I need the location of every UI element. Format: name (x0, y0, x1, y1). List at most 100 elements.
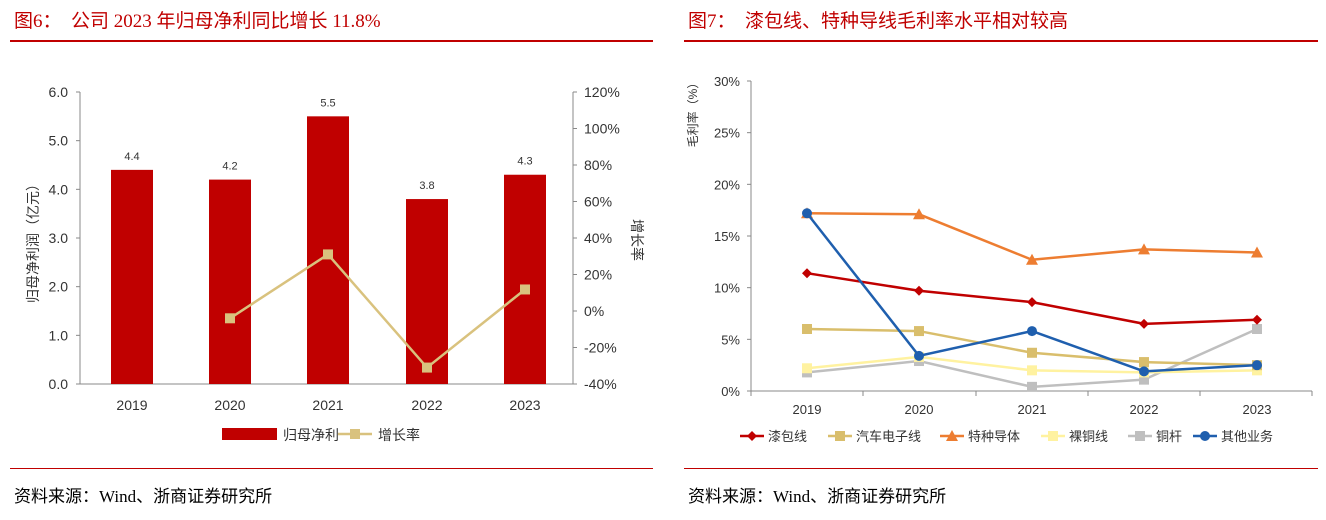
growth-marker (323, 249, 333, 260)
x-tick-label: 2019 (116, 397, 147, 413)
y-tick-label: 0% (721, 384, 740, 399)
bar-data-label: 5.5 (320, 97, 335, 109)
series-marker-4 (1027, 381, 1037, 392)
legend-label: 裸铜线 (1069, 429, 1108, 444)
x-tick-label: 2021 (312, 397, 343, 413)
legend-label: 归母净利 (283, 427, 339, 443)
left-title-rule (10, 40, 653, 42)
y-tick-label: 4.0 (49, 181, 69, 197)
x-tick-label: 2021 (1018, 402, 1047, 417)
series-marker-5 (1027, 326, 1037, 337)
bar-2023 (504, 174, 546, 384)
growth-marker (520, 284, 530, 295)
bar-data-label: 4.2 (222, 161, 237, 173)
legend-label: 其他业务 (1221, 429, 1273, 444)
legend-marker (747, 431, 757, 441)
x-tick-label: 2022 (1130, 402, 1159, 417)
y-tick-label: 25% (714, 126, 740, 141)
series-marker-0 (1027, 297, 1037, 308)
series-marker-4 (1252, 324, 1262, 334)
legend-marker (835, 431, 845, 441)
series-marker-5 (1252, 360, 1262, 371)
series-marker-0 (802, 268, 812, 279)
series-marker-0 (1139, 318, 1149, 329)
series-line-2 (806, 212, 1258, 262)
legend-bar-swatch (222, 428, 277, 440)
y-tick-label: 10% (714, 281, 740, 296)
series-marker-5 (802, 208, 812, 219)
y2-tick-label: 60% (584, 194, 612, 210)
series-marker-5 (1139, 366, 1149, 377)
legend-label: 汽车电子线 (856, 429, 921, 444)
series-marker-3 (802, 363, 812, 374)
y-tick-label: 3.0 (49, 230, 69, 246)
y2-tick-label: 80% (584, 157, 612, 173)
series-marker-0 (1252, 314, 1262, 325)
series-line-4 (806, 327, 1258, 389)
y2-tick-label: 20% (584, 267, 612, 283)
series-marker-3 (1252, 365, 1262, 376)
y-tick-label: 30% (714, 74, 740, 89)
series-marker-1 (802, 324, 812, 334)
legend-label: 特种导体 (968, 429, 1020, 444)
series-marker-2 (1251, 246, 1263, 258)
legend-marker (1135, 431, 1145, 441)
y2-tick-label: 0% (584, 303, 604, 319)
bar-data-label: 4.4 (124, 151, 139, 163)
y-axis-label: 归母净利润（亿元） (25, 177, 41, 303)
x-tick-label: 2022 (411, 397, 442, 413)
y-tick-label: 20% (714, 177, 740, 192)
growth-marker (422, 362, 432, 373)
series-marker-4 (1139, 374, 1149, 385)
x-tick-label: 2019 (793, 402, 822, 417)
bar-2019 (111, 169, 153, 384)
growth-marker (225, 313, 235, 324)
series-marker-1 (914, 326, 924, 337)
y-tick-label: 2.0 (49, 279, 69, 295)
series-marker-5 (914, 350, 924, 361)
legend-label: 漆包线 (768, 429, 807, 444)
right-source: 资料来源：Wind、浙商证券研究所 (688, 487, 947, 506)
y-tick-label: 6.0 (49, 84, 69, 100)
right-title-rule (684, 40, 1318, 42)
bar-2020 (209, 179, 251, 384)
legend-marker (1048, 431, 1058, 441)
series-marker-2 (1026, 253, 1038, 265)
y2-tick-label: 120% (584, 84, 620, 100)
y-tick-label: 15% (714, 229, 740, 244)
y2-tick-label: 40% (584, 230, 612, 246)
y-axis-label: 毛利率（%） (685, 77, 700, 148)
x-tick-label: 2020 (905, 402, 934, 417)
y-tick-label: 5.0 (49, 133, 69, 149)
series-marker-3 (1027, 365, 1037, 376)
right-figure-title: 图7： 漆包线、特种导线毛利率水平相对较高 (688, 11, 1069, 32)
series-marker-1 (1139, 357, 1149, 368)
left-figure-title: 图6： 公司 2023 年归母净利同比增长 11.8% (14, 11, 381, 32)
bar-data-label: 3.8 (419, 180, 434, 192)
y-tick-label: 5% (721, 332, 740, 347)
right-bottom-rule (684, 468, 1318, 469)
x-tick-label: 2023 (1243, 402, 1272, 417)
x-tick-label: 2023 (509, 397, 540, 413)
legend-label: 增长率 (378, 427, 420, 443)
y-tick-label: 1.0 (49, 327, 69, 343)
bar-data-label: 4.3 (517, 156, 532, 168)
legend-marker (350, 429, 360, 439)
series-line-5 (806, 212, 1258, 373)
left-source: 资料来源：Wind、浙商证券研究所 (14, 487, 273, 506)
series-marker-1 (1027, 347, 1037, 358)
left-bottom-rule (10, 468, 653, 469)
legend-marker (946, 430, 958, 441)
y2-axis-label: 增长率 (629, 219, 645, 261)
series-marker-2 (1138, 243, 1150, 255)
y-tick-label: 0.0 (49, 376, 69, 392)
y2-tick-label: 100% (584, 121, 620, 137)
y2-tick-label: -40% (584, 376, 617, 392)
series-marker-0 (914, 285, 924, 296)
growth-line (229, 252, 526, 370)
legend-marker (1200, 431, 1210, 441)
series-marker-2 (913, 208, 925, 220)
y2-tick-label: -20% (584, 340, 617, 356)
x-tick-label: 2020 (214, 397, 245, 413)
